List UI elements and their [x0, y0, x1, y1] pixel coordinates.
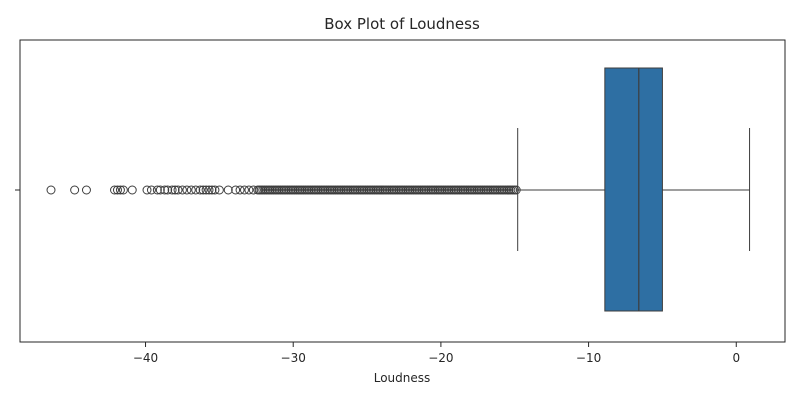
outlier-point	[127, 185, 137, 195]
outlier-point	[70, 185, 80, 195]
x-tick-label: −40	[133, 351, 158, 365]
x-axis-label: Loudness	[374, 371, 431, 385]
chart-title: Box Plot of Loudness	[324, 15, 480, 33]
outlier-point	[198, 185, 208, 195]
outlier-point	[235, 185, 245, 195]
outlier-point	[239, 185, 249, 195]
outlier-point	[191, 185, 201, 195]
outlier-point	[201, 185, 211, 195]
outlier-point	[118, 185, 128, 195]
iqr-box	[604, 67, 663, 312]
outlier-point	[115, 185, 125, 195]
outlier-point	[173, 185, 183, 195]
x-tick-label: 0	[732, 351, 740, 365]
outlier-point	[210, 185, 220, 195]
outlier-point	[146, 185, 156, 195]
x-tick-label: −10	[576, 351, 601, 365]
outlier-point	[155, 185, 165, 195]
plot-frame	[19, 39, 786, 343]
outlier-point	[167, 185, 177, 195]
outlier-point	[186, 185, 196, 195]
outlier-point	[177, 185, 187, 195]
x-axis: −40 −30 −20 −10 0	[133, 342, 740, 365]
outlier-point	[112, 185, 122, 195]
outlier-point	[163, 185, 173, 195]
outlier-group	[46, 185, 521, 195]
outlier-point	[46, 185, 56, 195]
outlier-point	[204, 185, 214, 195]
outlier-point	[195, 185, 205, 195]
outlier-point	[244, 185, 254, 195]
outlier-point	[231, 185, 241, 195]
outlier-point	[152, 185, 162, 195]
x-tick-label: −30	[281, 351, 306, 365]
outlier-point	[170, 185, 180, 195]
box-group	[517, 67, 751, 312]
outlier-point	[182, 185, 192, 195]
outlier-point	[110, 185, 120, 195]
outlier-point	[207, 185, 217, 195]
outlier-point	[81, 185, 91, 195]
outlier-point	[142, 185, 152, 195]
outlier-point	[223, 185, 233, 195]
x-tick-label: −20	[428, 351, 453, 365]
outlier-point	[214, 185, 224, 195]
outlier-point	[160, 185, 170, 195]
